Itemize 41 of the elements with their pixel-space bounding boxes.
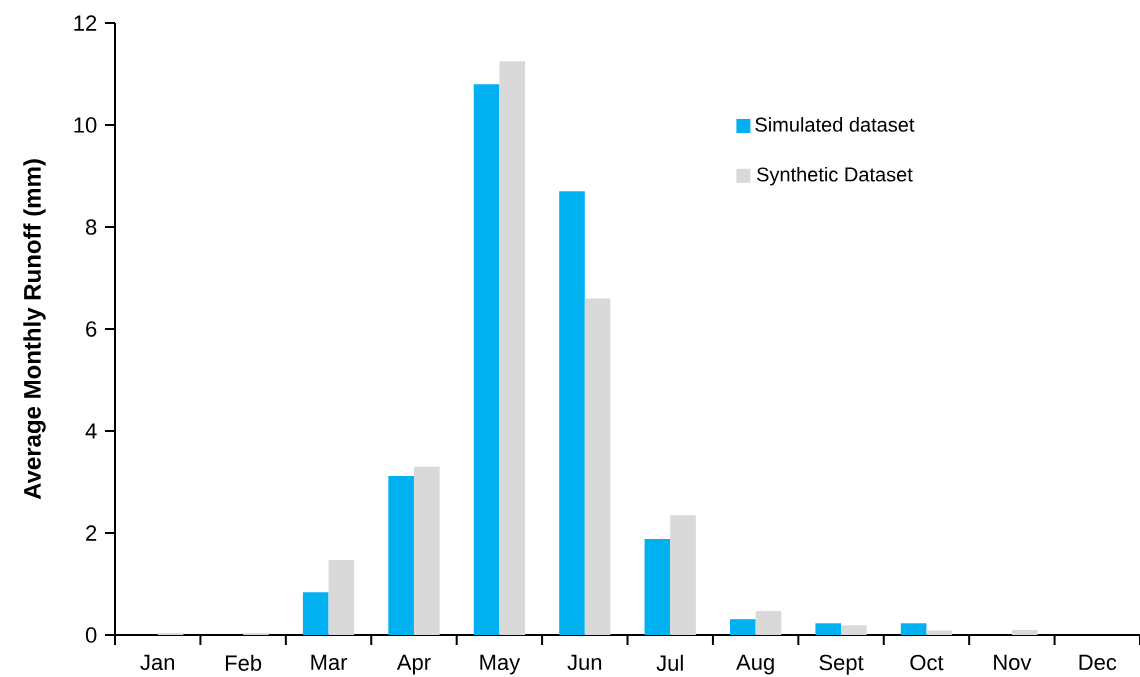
legend-label: Synthetic Dataset [757,166,913,186]
bar [413,466,440,635]
bar [584,298,611,635]
bar [900,623,927,635]
y-tick-label: 2 [86,525,97,541]
y-tick-label: 8 [85,219,97,235]
x-tick-label: Feb [226,654,262,671]
x-tick-label: May [480,654,521,675]
y-tick-label: 4 [85,423,97,439]
bar [559,191,585,635]
bar [841,625,867,635]
y-tick-label: 10 [74,117,97,133]
bar [815,623,842,635]
x-tick-label: Dec [1079,654,1117,671]
y-tick-label: 12 [74,15,97,31]
x-tick-label: Jun [567,654,602,671]
x-tick-label: Jan [140,654,174,671]
y-axis-title: Average Monthly Runoff (mm) [23,159,46,500]
x-tick-label: Nov [994,654,1032,671]
bar [388,475,414,635]
bar [670,515,696,635]
y-tick-label: 6 [86,321,97,337]
y-tick-label: 0 [85,627,97,643]
bar [644,539,671,635]
bar [473,84,500,635]
bar [926,630,953,635]
bar [730,619,756,635]
legend-label: Simulated dataset [755,117,915,132]
bar [157,632,184,635]
bar [755,611,782,635]
x-tick-label: Sept [819,654,864,675]
bar [302,592,329,635]
x-tick-label: Oct [910,654,944,671]
bar [499,61,526,635]
x-tick-label: Jul [656,654,683,671]
x-tick-label: Apr [396,654,431,675]
bar [328,560,355,635]
bar [243,632,269,635]
x-tick-label: Aug [736,654,774,675]
x-tick-label: Mar [311,654,348,671]
bar [1011,629,1038,635]
